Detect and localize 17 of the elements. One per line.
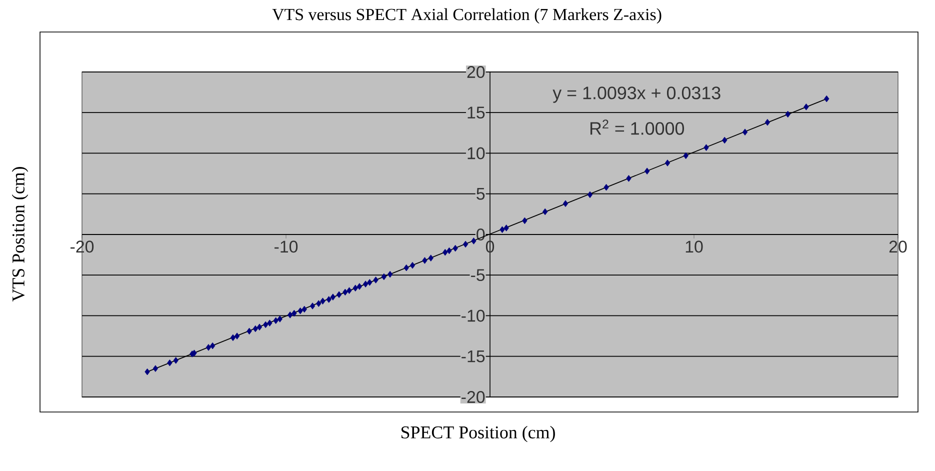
x-tick-label: -10 xyxy=(274,240,298,253)
y-tick-label: -20 xyxy=(462,390,485,403)
y-tick-label: 20 xyxy=(467,66,485,78)
y-tick-label: -15 xyxy=(462,350,485,362)
chart-title: VTS versus SPECT Axial Correlation (7 Markers Z-axis) xyxy=(272,8,662,24)
x-tick-label: 10 xyxy=(686,240,703,253)
y-tick-label: 15 xyxy=(468,106,485,119)
y-tick-label: -5 xyxy=(471,269,485,282)
y-tick-label: -10 xyxy=(462,310,485,322)
y-tick-label: 10 xyxy=(468,147,485,160)
y-tick-label: 5 xyxy=(476,188,485,200)
x-tick-label: 20 xyxy=(889,240,907,253)
annotation: R$^{2}$ = 1.0000 xyxy=(590,120,684,135)
x-axis-title: SPECT Position (cm) xyxy=(401,426,555,442)
x-tick-label: -20 xyxy=(70,240,94,253)
annotation: y = 1.0093x + 0.0313 xyxy=(552,86,720,103)
y-axis-title: VTS Position (cm) xyxy=(12,167,28,302)
